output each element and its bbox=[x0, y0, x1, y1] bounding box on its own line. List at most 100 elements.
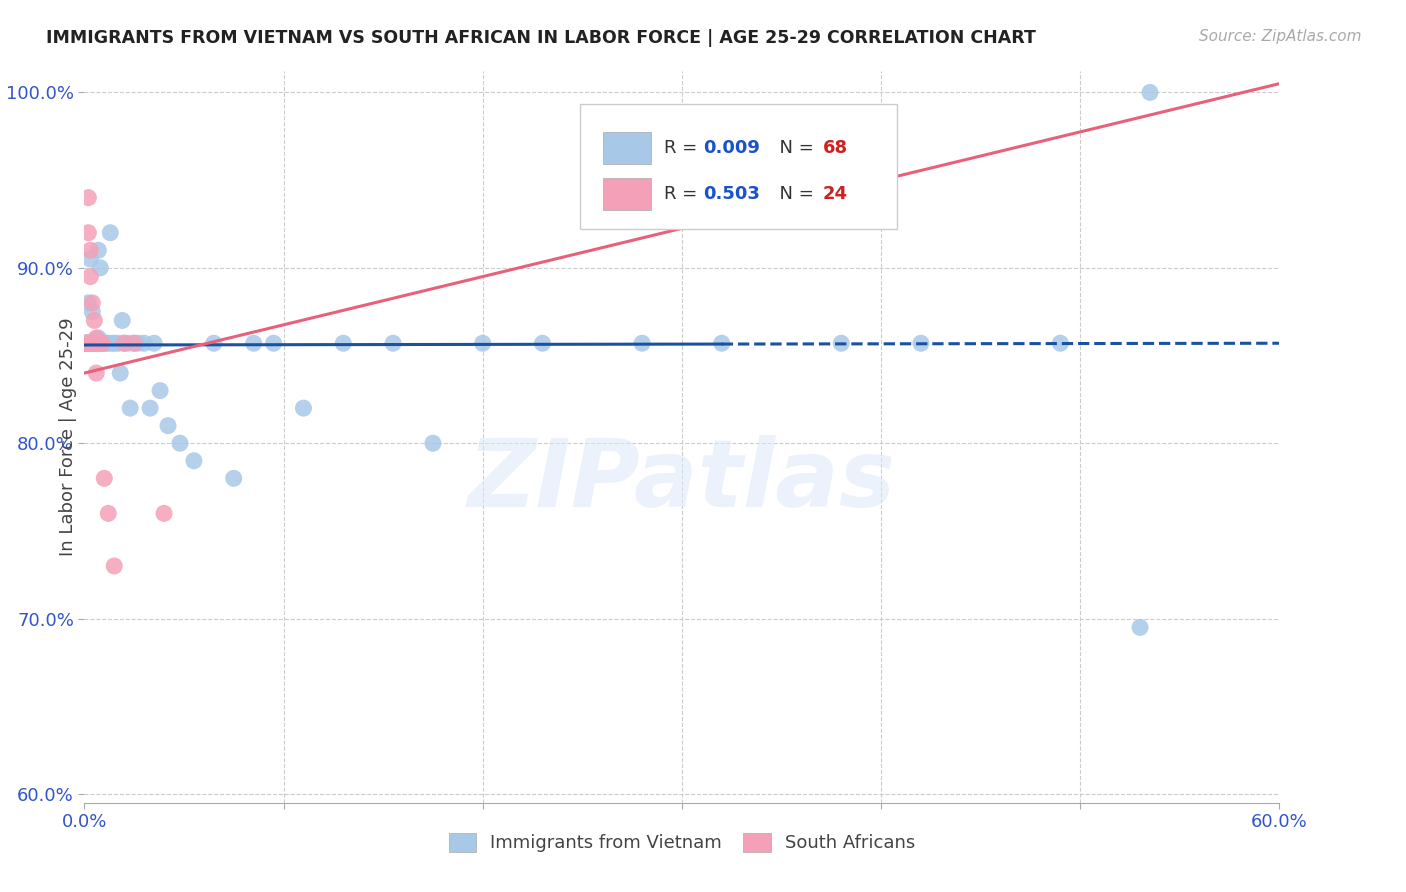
Point bbox=[531, 336, 554, 351]
Point bbox=[1139, 86, 1161, 100]
Point bbox=[77, 336, 100, 351]
Point bbox=[107, 336, 129, 351]
Point bbox=[82, 336, 104, 351]
Point bbox=[169, 436, 191, 450]
Point bbox=[79, 336, 101, 351]
Point bbox=[110, 366, 132, 380]
Point bbox=[83, 313, 105, 327]
Point bbox=[77, 191, 100, 205]
Point bbox=[149, 384, 172, 398]
Point bbox=[122, 336, 145, 351]
Point bbox=[87, 331, 110, 345]
Point bbox=[86, 366, 108, 380]
Text: N =: N = bbox=[768, 186, 820, 203]
Point bbox=[77, 336, 100, 351]
Point bbox=[183, 454, 205, 468]
Point bbox=[75, 336, 97, 351]
FancyBboxPatch shape bbox=[581, 104, 897, 228]
Point bbox=[112, 336, 135, 351]
Point bbox=[75, 336, 97, 351]
Point bbox=[77, 336, 100, 351]
Point bbox=[87, 336, 110, 351]
Point bbox=[83, 336, 105, 351]
Point bbox=[91, 336, 114, 351]
Point bbox=[79, 252, 101, 266]
Point bbox=[83, 336, 105, 351]
Text: ZIPatlas: ZIPatlas bbox=[468, 435, 896, 527]
Text: 68: 68 bbox=[823, 139, 848, 157]
Point bbox=[79, 336, 101, 351]
Point bbox=[82, 304, 104, 318]
Point bbox=[75, 336, 97, 351]
Point bbox=[87, 244, 110, 258]
Text: Source: ZipAtlas.com: Source: ZipAtlas.com bbox=[1198, 29, 1361, 44]
Point bbox=[89, 260, 111, 275]
Point bbox=[89, 336, 111, 351]
Bar bbox=[603, 178, 651, 211]
Point bbox=[77, 336, 100, 351]
Point bbox=[77, 296, 100, 310]
Point bbox=[89, 336, 111, 351]
Point bbox=[97, 336, 120, 351]
Point bbox=[1129, 620, 1152, 634]
Point bbox=[77, 336, 100, 351]
Point bbox=[79, 336, 101, 351]
Point bbox=[79, 269, 101, 284]
Point bbox=[127, 336, 149, 351]
Text: 0.009: 0.009 bbox=[703, 139, 761, 157]
Point bbox=[103, 559, 125, 574]
Point bbox=[117, 336, 139, 351]
Text: R =: R = bbox=[664, 139, 703, 157]
Point bbox=[77, 226, 100, 240]
Point bbox=[103, 336, 125, 351]
Point bbox=[75, 336, 97, 351]
Point bbox=[82, 336, 104, 351]
Point bbox=[120, 401, 142, 416]
Point bbox=[471, 336, 494, 351]
Point bbox=[332, 336, 354, 351]
Point bbox=[91, 336, 114, 351]
Point bbox=[86, 331, 108, 345]
Y-axis label: In Labor Force | Age 25-29: In Labor Force | Age 25-29 bbox=[59, 318, 77, 557]
Point bbox=[96, 336, 118, 351]
Point bbox=[93, 471, 115, 485]
Point bbox=[83, 336, 105, 351]
Point bbox=[77, 336, 100, 351]
Point bbox=[292, 401, 315, 416]
Point bbox=[122, 336, 145, 351]
Point bbox=[75, 336, 97, 351]
Text: IMMIGRANTS FROM VIETNAM VS SOUTH AFRICAN IN LABOR FORCE | AGE 25-29 CORRELATION : IMMIGRANTS FROM VIETNAM VS SOUTH AFRICAN… bbox=[46, 29, 1036, 46]
Point bbox=[75, 336, 97, 351]
Point bbox=[910, 336, 932, 351]
Point bbox=[82, 336, 104, 351]
Point bbox=[75, 336, 97, 351]
Legend: Immigrants from Vietnam, South Africans: Immigrants from Vietnam, South Africans bbox=[441, 826, 922, 860]
Point bbox=[111, 313, 134, 327]
Point bbox=[86, 336, 108, 351]
Point bbox=[97, 507, 120, 521]
Point bbox=[83, 336, 105, 351]
Point bbox=[422, 436, 444, 450]
Text: 0.503: 0.503 bbox=[703, 186, 761, 203]
Point bbox=[242, 336, 264, 351]
Bar bbox=[603, 132, 651, 164]
Text: N =: N = bbox=[768, 139, 820, 157]
Point bbox=[82, 296, 104, 310]
Point bbox=[143, 336, 166, 351]
Point bbox=[79, 336, 101, 351]
Text: R =: R = bbox=[664, 186, 703, 203]
Point bbox=[112, 336, 135, 351]
Point bbox=[139, 401, 162, 416]
Point bbox=[86, 336, 108, 351]
Point bbox=[202, 336, 225, 351]
Point bbox=[93, 336, 115, 351]
Point bbox=[710, 336, 733, 351]
Point bbox=[132, 336, 156, 351]
Point bbox=[830, 336, 852, 351]
Point bbox=[382, 336, 405, 351]
Point bbox=[101, 336, 124, 351]
Point bbox=[157, 418, 180, 433]
Point bbox=[153, 507, 176, 521]
Point bbox=[79, 336, 101, 351]
Point bbox=[263, 336, 285, 351]
